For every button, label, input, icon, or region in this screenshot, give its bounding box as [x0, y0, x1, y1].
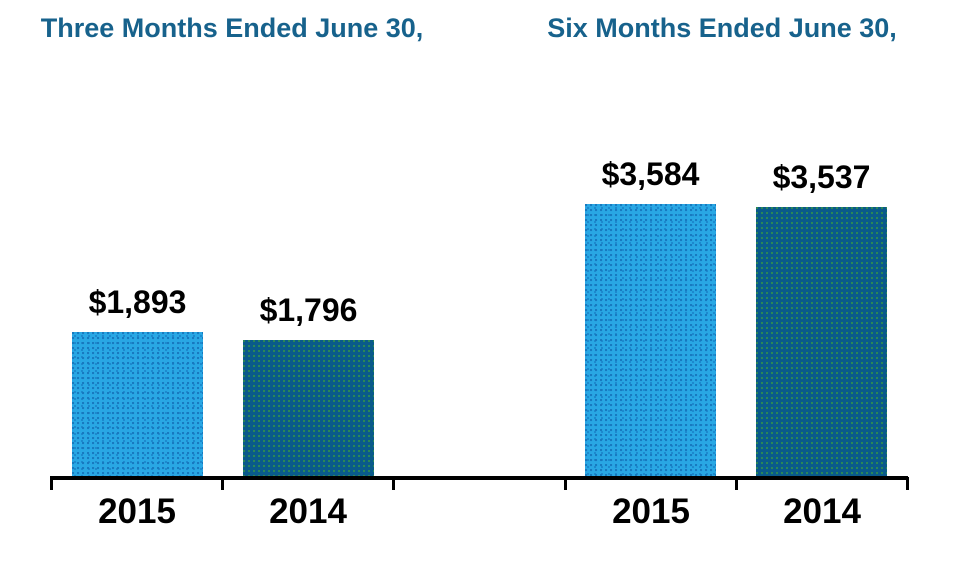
- bar-three-months-2015: [72, 332, 203, 476]
- x-axis-label-three-months-2015: 2015: [98, 492, 176, 531]
- bar-column-six-months-2015: $3,584: [585, 158, 716, 476]
- bar-column-six-months-2014: $3,537: [756, 161, 887, 476]
- axis-tick: [392, 477, 395, 490]
- axis-tick: [221, 477, 224, 490]
- bar-column-three-months-2015: $1,893: [72, 286, 203, 476]
- group-title-three-months: Three Months Ended June 30,: [40, 13, 424, 43]
- bar-three-months-2014: [243, 340, 374, 476]
- x-axis-label-six-months-2014: 2014: [783, 492, 861, 531]
- group-title-six-months: Six Months Ended June 30,: [547, 13, 897, 43]
- bar-six-months-2015: [585, 204, 716, 476]
- axis-tick: [50, 477, 53, 490]
- bar-value-label: $3,537: [772, 159, 871, 195]
- x-axis-label-six-months-2015: 2015: [612, 492, 690, 531]
- bar-value-label: $1,893: [88, 284, 187, 320]
- axis-tick: [564, 477, 567, 490]
- bar-six-months-2014: [756, 207, 887, 476]
- axis-tick: [906, 477, 909, 490]
- bar-column-three-months-2014: $1,796: [243, 294, 374, 476]
- axis-tick: [735, 477, 738, 490]
- x-axis-label-three-months-2014: 2014: [269, 492, 347, 531]
- x-axis-line: [50, 476, 908, 480]
- bar-value-label: $1,796: [259, 292, 358, 328]
- bar-value-label: $3,584: [601, 156, 700, 192]
